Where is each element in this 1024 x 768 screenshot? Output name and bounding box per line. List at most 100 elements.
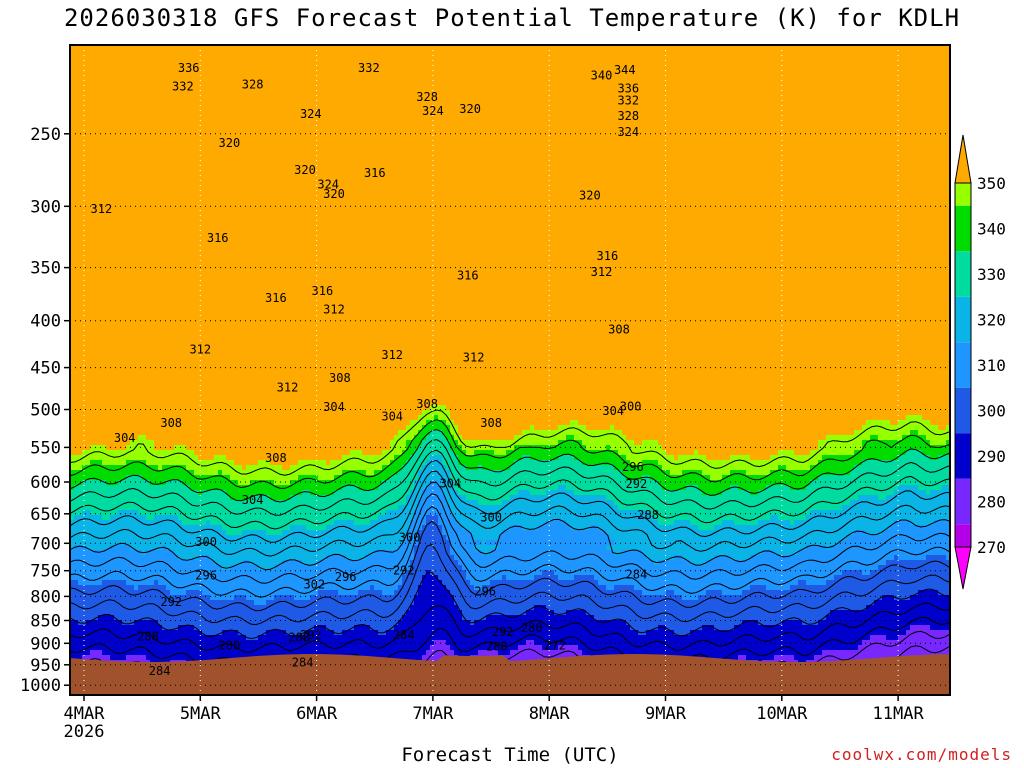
band-cell — [350, 45, 355, 451]
colorbar-segment — [955, 478, 971, 502]
band-cell — [902, 635, 907, 666]
band-cell — [786, 590, 791, 621]
band-cell — [530, 445, 535, 461]
band-cell — [406, 425, 411, 441]
band-cell — [846, 505, 851, 536]
band-cell — [686, 560, 691, 601]
band-cell — [490, 615, 495, 651]
band-cell — [494, 45, 499, 441]
band-cell — [418, 470, 423, 501]
band-cell — [446, 590, 451, 646]
band-cell — [526, 490, 531, 531]
band-cell — [570, 490, 575, 531]
contour-label: 304 — [439, 476, 461, 490]
band-cell — [506, 615, 511, 656]
band-cell — [894, 640, 899, 671]
band-cell — [374, 590, 379, 631]
band-cell — [698, 530, 703, 566]
plot-area — [70, 45, 950, 695]
colorbar-tick-label: 340 — [977, 220, 1006, 239]
band-cell — [374, 520, 379, 551]
band-cell — [834, 610, 839, 651]
band-cell — [698, 595, 703, 631]
band-cell — [682, 560, 687, 601]
band-cell — [542, 525, 547, 571]
band-cell — [722, 555, 727, 596]
band-cell — [674, 460, 679, 476]
band-cell — [406, 460, 411, 496]
band-cell — [94, 480, 99, 516]
band-cell — [306, 460, 311, 476]
band-cell — [74, 620, 79, 661]
band-cell — [694, 450, 699, 471]
band-cell — [830, 580, 835, 611]
band-cell — [402, 430, 407, 451]
band-cell — [226, 600, 231, 631]
band-cell — [586, 530, 591, 576]
band-cell — [582, 465, 587, 496]
y-tick-label: 850 — [30, 612, 61, 632]
band-cell — [450, 555, 455, 596]
credit-link[interactable]: coolwx.com/models — [831, 745, 1012, 764]
band-cell — [302, 635, 307, 666]
band-cell — [850, 435, 855, 456]
band-cell — [690, 600, 695, 631]
band-cell — [310, 565, 315, 596]
band-cell — [306, 600, 311, 631]
band-cell — [910, 450, 915, 486]
band-cell — [714, 495, 719, 526]
band-cell — [150, 620, 155, 666]
band-cell — [894, 555, 899, 601]
band-cell — [130, 510, 135, 551]
band-cell — [734, 455, 739, 471]
band-cell — [238, 45, 243, 466]
band-cell — [786, 520, 791, 556]
band-cell — [594, 580, 599, 621]
band-cell — [858, 530, 863, 571]
band-cell — [326, 590, 331, 631]
band-cell — [662, 450, 667, 471]
contour-label: 284 — [393, 628, 415, 642]
band-cell — [914, 625, 919, 661]
band-cell — [570, 530, 575, 581]
band-cell — [714, 590, 719, 631]
band-cell — [106, 615, 111, 656]
band-cell — [778, 555, 783, 591]
band-cell — [598, 430, 603, 451]
band-cell — [346, 595, 351, 631]
band-cell — [234, 45, 239, 466]
band-cell — [562, 455, 567, 486]
band-cell — [670, 475, 675, 491]
band-cell — [342, 595, 347, 631]
band-cell — [746, 475, 751, 491]
band-cell — [282, 500, 287, 531]
band-cell — [830, 545, 835, 581]
x-tick-label: 8MAR — [529, 704, 571, 724]
band-cell — [810, 510, 815, 546]
band-cell — [170, 515, 175, 551]
band-cell — [434, 480, 439, 516]
band-cell — [186, 525, 191, 561]
band-cell — [170, 480, 175, 516]
band-cell — [486, 45, 491, 441]
band-cell — [470, 455, 475, 471]
contour-label: 320 — [323, 187, 345, 201]
x-tick-label: 6MAR — [296, 704, 338, 724]
band-cell — [578, 45, 583, 426]
band-cell — [158, 550, 163, 586]
band-cell — [182, 525, 187, 561]
band-cell — [770, 485, 775, 516]
band-cell — [590, 525, 595, 576]
band-cell — [246, 560, 251, 601]
band-cell — [254, 605, 259, 641]
band-cell — [790, 450, 795, 471]
band-cell — [606, 550, 611, 591]
band-cell — [422, 45, 427, 411]
colorbar-tick-label: 320 — [977, 311, 1006, 330]
band-cell — [262, 570, 267, 606]
band-cell — [906, 45, 911, 416]
band-cell — [150, 45, 155, 441]
band-cell — [206, 520, 211, 556]
band-cell — [802, 625, 807, 666]
band-cell — [418, 45, 423, 416]
